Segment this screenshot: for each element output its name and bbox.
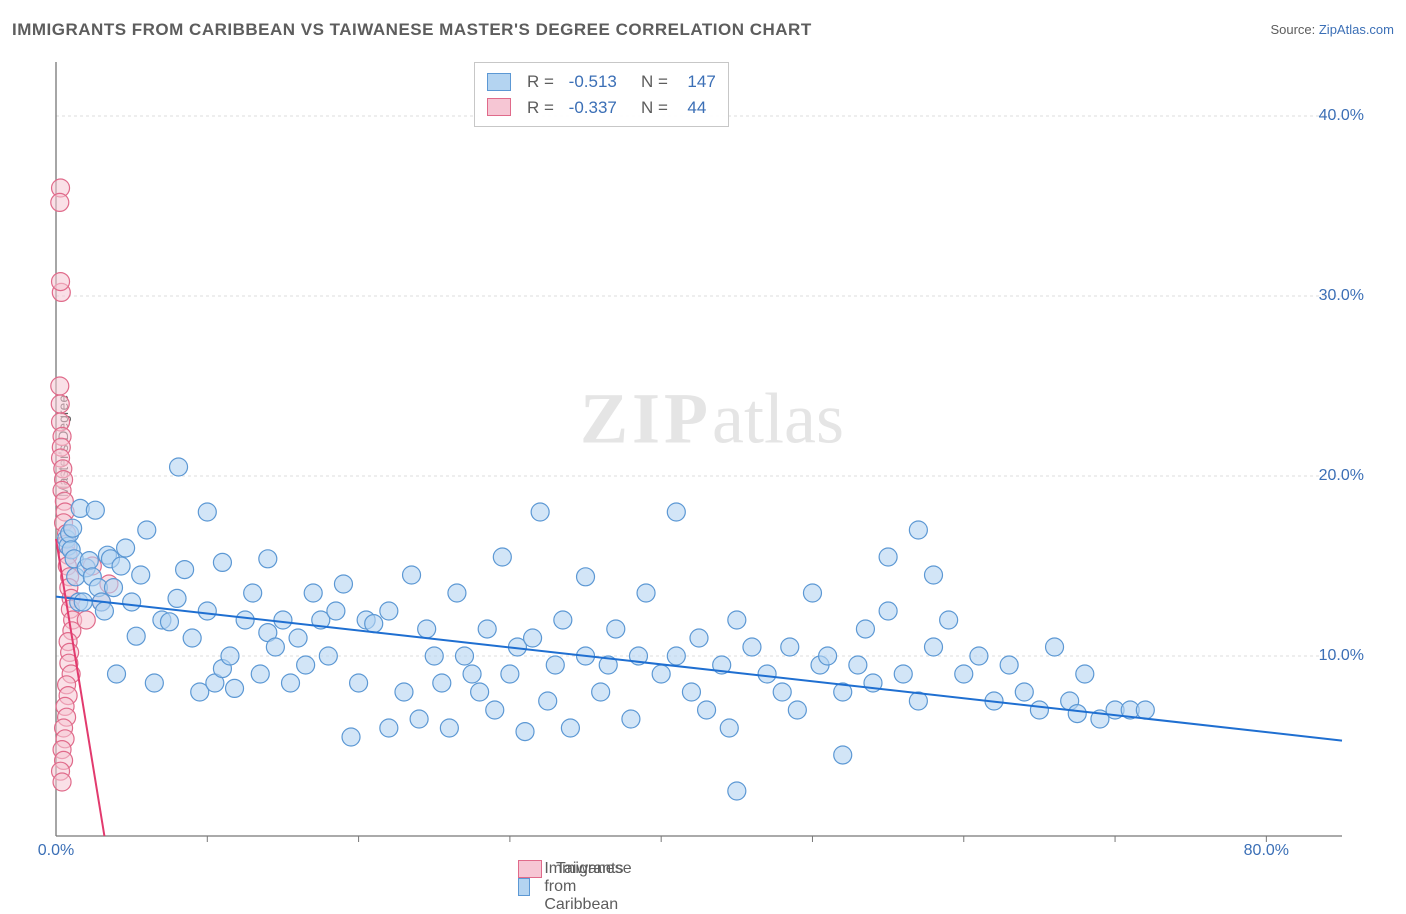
source-prefix: Source: bbox=[1270, 22, 1318, 37]
n-label: N = bbox=[627, 69, 673, 95]
y-tick-label: 40.0% bbox=[1319, 107, 1364, 125]
y-tick-label: 20.0% bbox=[1319, 467, 1364, 485]
r-value: -0.337 bbox=[569, 95, 617, 121]
plot-container: ZIPatlas R = -0.513 N = 147R = -0.337 N … bbox=[48, 58, 1376, 860]
r-label: R = bbox=[527, 95, 559, 121]
correlation-stats-box: R = -0.513 N = 147R = -0.337 N = 44 bbox=[474, 62, 729, 127]
legend-swatch bbox=[518, 878, 530, 896]
n-label: N = bbox=[627, 95, 673, 121]
r-label: R = bbox=[527, 69, 559, 95]
legend-swatch bbox=[518, 860, 542, 878]
y-tick-label: 10.0% bbox=[1319, 647, 1364, 665]
source-link[interactable]: ZipAtlas.com bbox=[1319, 22, 1394, 37]
source-attribution: Source: ZipAtlas.com bbox=[1270, 22, 1394, 37]
legend-swatch bbox=[487, 73, 511, 91]
legend-item: Taiwanese bbox=[518, 860, 632, 878]
scatter-plot bbox=[48, 58, 1376, 860]
r-value: -0.513 bbox=[569, 69, 617, 95]
x-tick-label: 0.0% bbox=[38, 842, 74, 860]
legend-swatch bbox=[487, 98, 511, 116]
y-tick-label: 30.0% bbox=[1319, 287, 1364, 305]
legend-label: Taiwanese bbox=[556, 860, 632, 878]
n-value: 147 bbox=[683, 69, 716, 95]
stats-row: R = -0.337 N = 44 bbox=[487, 95, 716, 121]
x-tick-label: 80.0% bbox=[1244, 842, 1289, 860]
n-value: 44 bbox=[683, 95, 707, 121]
stats-row: R = -0.513 N = 147 bbox=[487, 69, 716, 95]
chart-title: IMMIGRANTS FROM CARIBBEAN VS TAIWANESE M… bbox=[12, 20, 812, 40]
